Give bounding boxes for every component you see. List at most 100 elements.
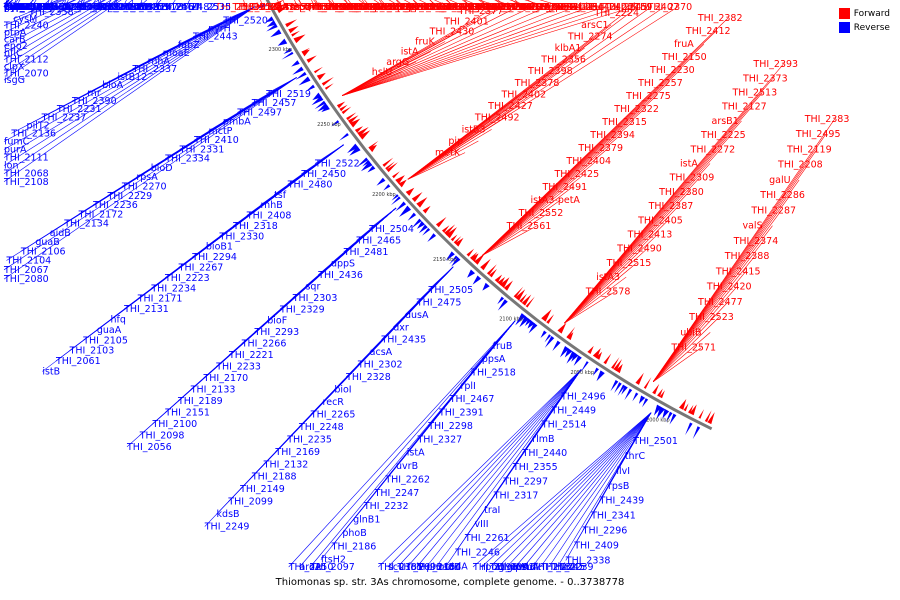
- reverse-feature: [298, 76, 311, 86]
- forward-feature: [441, 225, 450, 233]
- leader-line: [397, 369, 582, 568]
- forward-feature: [503, 280, 513, 291]
- gene-label: aidB: [50, 228, 71, 239]
- gene-label: THI_2274: [567, 31, 613, 42]
- gene-label: istA: [680, 158, 698, 169]
- leader-line: [472, 412, 652, 568]
- gene-label: THI_2284: [487, 2, 533, 13]
- gene-label: clpP: [4, 2, 24, 13]
- gene-label: THI_2543: [305, 2, 351, 13]
- reverse-feature: [482, 282, 490, 291]
- gene-label: THI_2514: [541, 420, 587, 431]
- reverse-feature: [411, 218, 422, 229]
- gene-label: THI_2335: [440, 2, 486, 13]
- gene-label: THI_2294: [191, 252, 237, 263]
- reverse-feature: [564, 348, 573, 358]
- gene-label: THI_2225: [700, 130, 746, 141]
- reverse-feature: [416, 221, 425, 229]
- reverse-feature: [349, 146, 361, 156]
- reverse-feature: [277, 38, 288, 46]
- gene-label: phe: [4, 2, 22, 13]
- gene-label: THI_2242: [3, 2, 49, 13]
- gene-label: rlmB: [532, 434, 554, 445]
- leader-line: [652, 210, 782, 382]
- gene-label: THI_2591: [131, 2, 177, 13]
- gene-label: THI_2376: [509, 2, 555, 13]
- forward-feature: [643, 377, 652, 389]
- gene-label: rraA: [4, 2, 24, 13]
- forward-feature: [683, 403, 689, 412]
- gene-label: THI_2405: [637, 215, 683, 226]
- gene-label: uvrB: [396, 461, 418, 472]
- gene-label: THI_2482: [170, 2, 216, 13]
- gene-label: ilvH: [64, 2, 82, 13]
- forward-feature: [285, 19, 298, 28]
- gene-label: THI_2303: [292, 293, 338, 304]
- gene-label: THI_2379: [577, 143, 623, 154]
- leader-line: [564, 276, 627, 324]
- gene-label: ptpA: [4, 28, 27, 39]
- gene-label: tsf: [274, 190, 287, 201]
- gene-label: traI: [484, 505, 500, 516]
- leader-line: [342, 10, 489, 96]
- gene-label: THI_2266: [241, 339, 287, 350]
- gene-label: THI_2243: [3, 2, 49, 13]
- gene-label: isgG: [4, 75, 25, 86]
- gene-label: THI_2475: [416, 297, 462, 308]
- gene-label: THI_2369: [492, 2, 538, 13]
- leader-line: [564, 191, 690, 324]
- forward-feature: [480, 258, 491, 271]
- gene-label: THI_2150: [661, 52, 707, 63]
- forward-feature: [513, 286, 524, 298]
- legend-item-forward: Forward: [838, 8, 890, 19]
- gene-label: THI_2400: [386, 2, 432, 13]
- gene-label: THI_2224: [593, 8, 639, 19]
- gene-label: THI_2149: [239, 484, 285, 495]
- leader-line: [482, 225, 537, 256]
- gene-label: fumC: [4, 136, 30, 147]
- reverse-feature: [621, 385, 628, 395]
- leader-line: [407, 12, 625, 180]
- gene-label: istA3: [596, 272, 620, 283]
- leader-line: [498, 412, 652, 568]
- leader-line: [564, 291, 616, 324]
- gene-label: psbA: [515, 562, 539, 573]
- gene-label: THI_2081: [533, 2, 579, 13]
- gene-label: THI_2290: [41, 2, 87, 13]
- gene-label: THI_2131: [123, 304, 169, 315]
- reverse-feature: [592, 367, 599, 376]
- reverse-feature: [617, 384, 626, 397]
- leader-line: [3, 0, 112, 67]
- reverse-feature: [266, 23, 278, 32]
- gene-label: pmbA: [223, 117, 251, 128]
- gene-label: bioI: [334, 385, 351, 396]
- gene-label: THI_2387: [648, 201, 694, 212]
- gene-label: THI_2341: [590, 511, 636, 522]
- gene-label: THI_2407: [633, 2, 679, 13]
- gene-label: hisC: [45, 2, 66, 13]
- gene-label: THI_2237: [41, 112, 87, 123]
- gene-label: THI_2151: [164, 407, 210, 418]
- gene-label: THI_2100: [151, 419, 197, 430]
- leader-line: [342, 6, 547, 96]
- forward-feature: [339, 104, 348, 112]
- reverse-feature: [451, 256, 461, 267]
- gene-label: THI_2199: [3, 2, 49, 13]
- gene-label: THI_2497: [236, 107, 282, 118]
- forward-feature: [698, 409, 705, 419]
- forward-feature: [704, 410, 712, 423]
- leader-line: [3, 6, 256, 150]
- reverse-feature: [519, 315, 530, 328]
- gene-label: THI_2491: [541, 182, 587, 193]
- gene-label: THI_2105: [82, 335, 128, 346]
- gene-label: grpE: [545, 2, 567, 13]
- leader-line: [407, 6, 652, 180]
- gene-label: THI_2120: [457, 2, 503, 13]
- gene-label: THI_2297: [502, 476, 548, 487]
- gene-label: sqr: [305, 281, 320, 292]
- gene-label: THI_2421: [322, 2, 368, 13]
- gene-label: THI_2342: [31, 2, 77, 13]
- gene-label: rpsA: [136, 172, 158, 183]
- leader-line: [407, 6, 665, 180]
- gene-label: acsA: [370, 347, 393, 358]
